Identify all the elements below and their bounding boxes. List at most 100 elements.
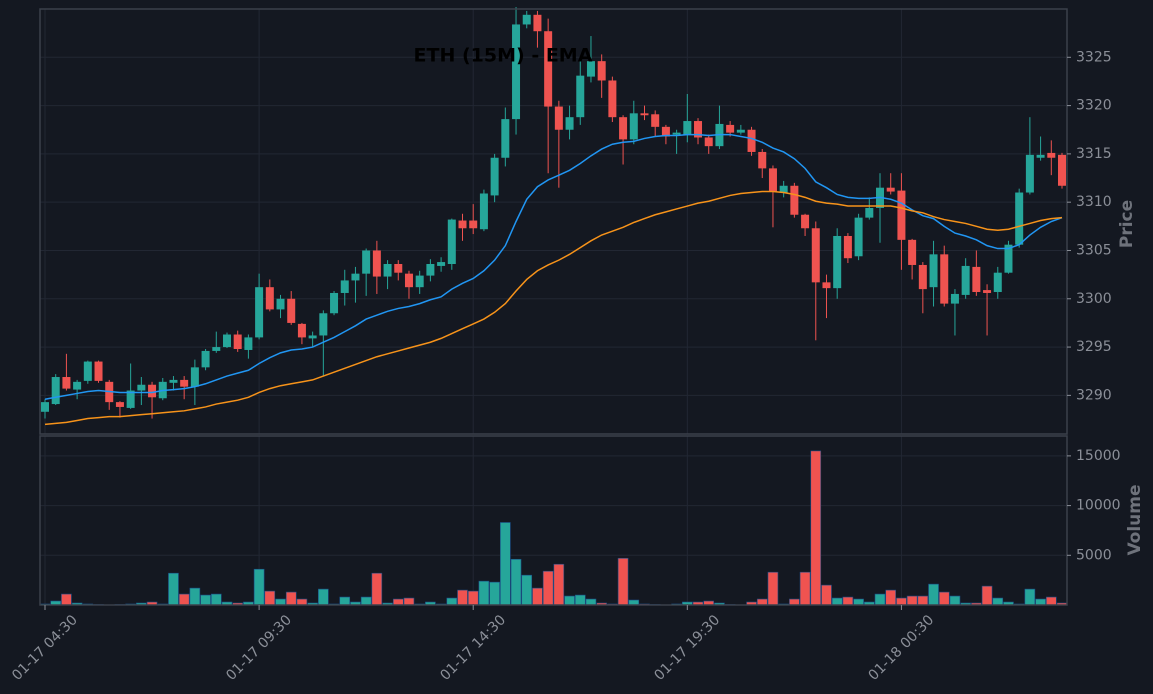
candle-body <box>747 129 756 152</box>
volume-bar <box>553 563 565 606</box>
volume-bar <box>928 583 939 606</box>
candle-body <box>83 361 92 381</box>
candle-body <box>501 119 510 158</box>
candle-body <box>683 121 692 135</box>
candle-body <box>811 228 820 283</box>
volume-bar <box>906 595 918 606</box>
volume-bar <box>457 589 468 606</box>
candle-body <box>115 402 124 407</box>
candle-body <box>801 214 810 229</box>
candle-body <box>704 137 713 147</box>
candle-body <box>276 298 285 310</box>
volume-bar <box>371 572 383 606</box>
candle-body <box>437 262 446 266</box>
y-tick-label: 5000 <box>1076 547 1112 563</box>
y-tick-label: 3325 <box>1076 49 1112 65</box>
candle-body <box>886 187 895 192</box>
volume-bar <box>500 522 511 606</box>
volume-bar <box>403 597 415 606</box>
candle-body <box>137 384 146 391</box>
candle-body <box>833 235 842 289</box>
volume-bar <box>446 597 458 606</box>
candle-body <box>1025 154 1034 193</box>
grid-layer <box>40 9 1067 605</box>
volume-bar <box>318 588 329 606</box>
volume-bar <box>521 574 533 606</box>
candle-body <box>854 217 863 257</box>
volume-bar <box>542 570 554 606</box>
candle-body <box>544 31 553 107</box>
volume-bar <box>264 590 276 606</box>
volume-bar <box>992 597 1004 606</box>
candle-body <box>1015 192 1024 245</box>
y-axis-label: Price <box>1117 200 1137 248</box>
candle-body <box>330 292 339 314</box>
candle-body <box>522 14 531 25</box>
candle-body <box>758 151 767 169</box>
volume-bar <box>799 571 811 606</box>
candle-body <box>908 239 917 265</box>
volume-bar <box>810 450 822 606</box>
candle-body <box>479 193 488 230</box>
candle-body <box>629 113 638 140</box>
y-tick-label: 15000 <box>1076 448 1121 464</box>
candle-body <box>73 381 82 390</box>
volume-bar <box>585 598 597 606</box>
ema-line <box>44 190 1063 426</box>
volume-bar <box>253 568 265 606</box>
candle-body <box>983 290 992 293</box>
candle-body <box>843 235 852 259</box>
candle-body <box>597 61 606 81</box>
candle-body <box>1004 244 1013 273</box>
candle-body <box>190 367 199 387</box>
candle-body <box>458 220 467 229</box>
candle-body <box>394 264 403 273</box>
volume-bar <box>821 584 832 606</box>
volume-bar <box>1045 596 1057 606</box>
volume-bar <box>917 595 929 606</box>
candle-body <box>736 129 745 133</box>
y-tick-label: 3290 <box>1076 387 1112 403</box>
volume-panel-frame <box>39 435 1068 606</box>
volume-bar <box>489 581 500 606</box>
candle-body <box>694 121 703 138</box>
volume-bar <box>61 593 72 606</box>
candle-body <box>41 402 49 412</box>
candle-body <box>447 219 456 264</box>
candle-body <box>255 287 264 338</box>
candle-body <box>169 379 178 383</box>
price-panel-frame <box>39 8 1068 435</box>
candle-body <box>576 75 585 118</box>
volume-bar <box>478 580 490 606</box>
candle-body <box>972 266 981 293</box>
candle-body <box>790 185 799 215</box>
candle-body <box>1036 154 1045 158</box>
volume-bar <box>896 597 907 606</box>
candle-body <box>1047 152 1056 158</box>
candle-body <box>768 168 777 192</box>
volume-bar <box>938 591 950 606</box>
volume-bar <box>617 557 629 606</box>
volume-bar <box>574 594 586 606</box>
chart-title: ETH (15M) - EMA <box>414 45 593 67</box>
y-tick-label: 3300 <box>1076 291 1112 307</box>
candle-body <box>554 106 563 130</box>
candle-body <box>383 264 392 277</box>
volume-bar <box>756 598 768 606</box>
y-tick-label: 3295 <box>1076 339 1112 355</box>
candle-body <box>126 390 135 408</box>
candle-body <box>619 117 628 140</box>
candle-body <box>822 282 831 289</box>
candle-body <box>961 265 970 295</box>
volume-bar <box>532 587 543 606</box>
candle-body <box>244 337 253 350</box>
volume-bar <box>339 596 351 606</box>
volume-bar <box>874 593 886 606</box>
volume-bar <box>981 585 993 606</box>
volume-bar <box>296 598 308 606</box>
candle-body <box>865 207 874 218</box>
volume-bar <box>789 598 800 606</box>
candle-body <box>672 132 681 135</box>
candle-body <box>940 254 949 304</box>
